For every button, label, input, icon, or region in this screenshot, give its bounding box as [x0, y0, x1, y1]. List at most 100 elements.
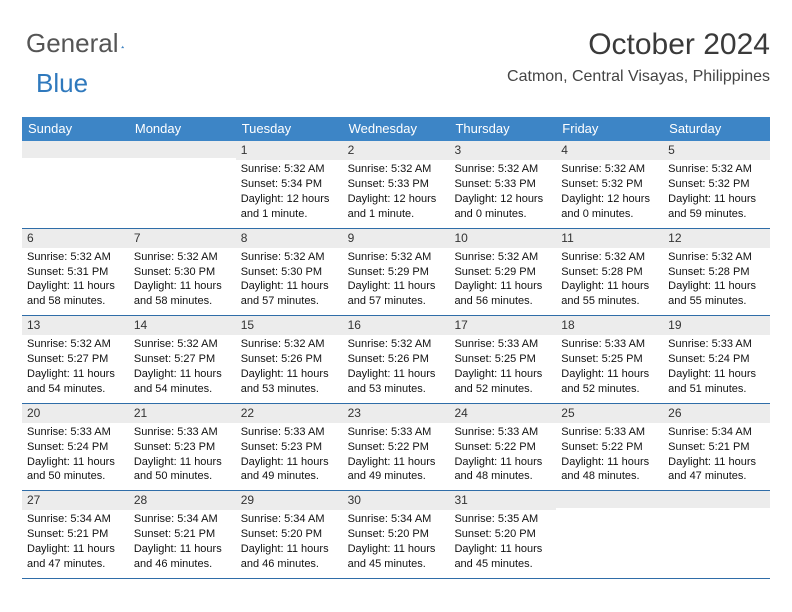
calendar-week: 20Sunrise: 5:33 AMSunset: 5:24 PMDayligh… [22, 404, 770, 492]
sunrise-text: Sunrise: 5:32 AM [348, 250, 445, 265]
calendar-day: 21Sunrise: 5:33 AMSunset: 5:23 PMDayligh… [129, 404, 236, 491]
sunset-text: Sunset: 5:25 PM [561, 352, 658, 367]
sunset-text: Sunset: 5:34 PM [241, 177, 338, 192]
sunrise-text: Sunrise: 5:33 AM [134, 425, 231, 440]
day-number: 6 [22, 229, 129, 248]
day-info: Sunrise: 5:32 AMSunset: 5:34 PMDaylight:… [236, 162, 343, 221]
daylight-text: Daylight: 12 hours and 0 minutes. [561, 192, 658, 222]
calendar-week: 1Sunrise: 5:32 AMSunset: 5:34 PMDaylight… [22, 141, 770, 229]
daylight-text: Daylight: 11 hours and 45 minutes. [348, 542, 445, 572]
day-number: 1 [236, 141, 343, 160]
calendar-day: 25Sunrise: 5:33 AMSunset: 5:22 PMDayligh… [556, 404, 663, 491]
day-number: 17 [449, 316, 556, 335]
daylight-text: Daylight: 11 hours and 45 minutes. [454, 542, 551, 572]
day-info: Sunrise: 5:34 AMSunset: 5:21 PMDaylight:… [129, 512, 236, 571]
day-info: Sunrise: 5:33 AMSunset: 5:25 PMDaylight:… [449, 337, 556, 396]
day-info: Sunrise: 5:32 AMSunset: 5:28 PMDaylight:… [556, 250, 663, 309]
day-number: 20 [22, 404, 129, 423]
day-info: Sunrise: 5:32 AMSunset: 5:30 PMDaylight:… [236, 250, 343, 309]
sunset-text: Sunset: 5:21 PM [134, 527, 231, 542]
day-number: 30 [343, 491, 450, 510]
sunrise-text: Sunrise: 5:32 AM [668, 162, 765, 177]
day-info: Sunrise: 5:33 AMSunset: 5:22 PMDaylight:… [449, 425, 556, 484]
day-number: 24 [449, 404, 556, 423]
sunset-text: Sunset: 5:27 PM [134, 352, 231, 367]
sunrise-text: Sunrise: 5:32 AM [348, 162, 445, 177]
calendar-day: 1 Sunrise: 5:32 AMSunset: 5:34 PMDaylight… [236, 141, 343, 228]
calendar-week: 6 Sunrise: 5:32 AMSunset: 5:31 PMDaylight… [22, 229, 770, 317]
day-number: 21 [129, 404, 236, 423]
day-info: Sunrise: 5:32 AMSunset: 5:32 PMDaylight:… [556, 162, 663, 221]
calendar-day: 24 Sunrise: 5:33 AMSunset: 5:22 PMDayligh… [449, 404, 556, 491]
day-info: Sunrise: 5:33 AMSunset: 5:22 PMDaylight:… [556, 425, 663, 484]
sunrise-text: Sunrise: 5:32 AM [241, 337, 338, 352]
day-info: Sunrise: 5:34 AMSunset: 5:21 PMDaylight:… [22, 512, 129, 571]
sunrise-text: Sunrise: 5:32 AM [134, 250, 231, 265]
day-number: 31 [449, 491, 556, 510]
sunrise-text: Sunrise: 5:34 AM [241, 512, 338, 527]
day-number: 9 [343, 229, 450, 248]
sunset-text: Sunset: 5:30 PM [134, 265, 231, 280]
sunset-text: Sunset: 5:22 PM [561, 440, 658, 455]
day-number: 28 [129, 491, 236, 510]
day-info: Sunrise: 5:33 AMSunset: 5:24 PMDaylight:… [663, 337, 770, 396]
daylight-text: Daylight: 11 hours and 47 minutes. [27, 542, 124, 572]
sunrise-text: Sunrise: 5:32 AM [668, 250, 765, 265]
sunset-text: Sunset: 5:22 PM [454, 440, 551, 455]
day-info: Sunrise: 5:34 AMSunset: 5:20 PMDaylight:… [343, 512, 450, 571]
calendar-day [22, 141, 129, 228]
calendar-day [556, 491, 663, 578]
calendar-day: 31Sunrise: 5:35 AMSunset: 5:20 PMDayligh… [449, 491, 556, 578]
calendar-day: 29Sunrise: 5:34 AMSunset: 5:20 PMDayligh… [236, 491, 343, 578]
page-title: October 2024 [507, 28, 770, 62]
day-info: Sunrise: 5:32 AMSunset: 5:29 PMDaylight:… [343, 250, 450, 309]
day-info: Sunrise: 5:33 AMSunset: 5:23 PMDaylight:… [236, 425, 343, 484]
day-number: 5 [663, 141, 770, 160]
day-info: Sunrise: 5:32 AMSunset: 5:30 PMDaylight:… [129, 250, 236, 309]
sunset-text: Sunset: 5:27 PM [27, 352, 124, 367]
daylight-text: Daylight: 11 hours and 50 minutes. [134, 455, 231, 485]
day-number: 4 [556, 141, 663, 160]
sunset-text: Sunset: 5:25 PM [454, 352, 551, 367]
day-number [129, 141, 236, 158]
calendar-day: 30 Sunrise: 5:34 AMSunset: 5:20 PMDayligh… [343, 491, 450, 578]
sunrise-text: Sunrise: 5:33 AM [561, 337, 658, 352]
sunset-text: Sunset: 5:20 PM [348, 527, 445, 542]
sail-icon [121, 37, 125, 57]
sunset-text: Sunset: 5:24 PM [668, 352, 765, 367]
calendar-day [663, 491, 770, 578]
calendar: Sunday Monday Tuesday Wednesday Thursday… [22, 117, 770, 579]
daylight-text: Daylight: 11 hours and 55 minutes. [668, 279, 765, 309]
calendar-body: 1Sunrise: 5:32 AMSunset: 5:34 PMDaylight… [22, 141, 770, 579]
calendar-week: 13Sunrise: 5:32 AMSunset: 5:27 PMDayligh… [22, 316, 770, 404]
daylight-text: Daylight: 11 hours and 46 minutes. [134, 542, 231, 572]
sunset-text: Sunset: 5:26 PM [241, 352, 338, 367]
calendar-day: 16Sunrise: 5:32 AMSunset: 5:26 PMDayligh… [343, 316, 450, 403]
day-info: Sunrise: 5:32 AMSunset: 5:32 PMDaylight:… [663, 162, 770, 221]
sunrise-text: Sunrise: 5:32 AM [348, 337, 445, 352]
col-monday: Monday [129, 117, 236, 141]
calendar-day: 3Sunrise: 5:32 AMSunset: 5:33 PMDaylight… [449, 141, 556, 228]
calendar-day: 15Sunrise: 5:32 AMSunset: 5:26 PMDayligh… [236, 316, 343, 403]
day-info: Sunrise: 5:32 AMSunset: 5:31 PMDaylight:… [22, 250, 129, 309]
daylight-text: Daylight: 11 hours and 46 minutes. [241, 542, 338, 572]
day-number: 7 [129, 229, 236, 248]
sunset-text: Sunset: 5:22 PM [348, 440, 445, 455]
day-number: 29 [236, 491, 343, 510]
day-info: Sunrise: 5:34 AMSunset: 5:21 PMDaylight:… [663, 425, 770, 484]
day-number: 10 [449, 229, 556, 248]
daylight-text: Daylight: 11 hours and 57 minutes. [348, 279, 445, 309]
sunrise-text: Sunrise: 5:32 AM [241, 162, 338, 177]
daylight-text: Daylight: 12 hours and 1 minute. [348, 192, 445, 222]
sunrise-text: Sunrise: 5:32 AM [134, 337, 231, 352]
calendar-day: 13Sunrise: 5:32 AMSunset: 5:27 PMDayligh… [22, 316, 129, 403]
col-saturday: Saturday [663, 117, 770, 141]
day-info: Sunrise: 5:32 AMSunset: 5:29 PMDaylight:… [449, 250, 556, 309]
day-number: 14 [129, 316, 236, 335]
sunrise-text: Sunrise: 5:32 AM [27, 337, 124, 352]
day-number: 13 [22, 316, 129, 335]
col-friday: Friday [556, 117, 663, 141]
sunset-text: Sunset: 5:26 PM [348, 352, 445, 367]
sunrise-text: Sunrise: 5:34 AM [134, 512, 231, 527]
calendar-day: 7 Sunrise: 5:32 AMSunset: 5:30 PMDaylight… [129, 229, 236, 316]
